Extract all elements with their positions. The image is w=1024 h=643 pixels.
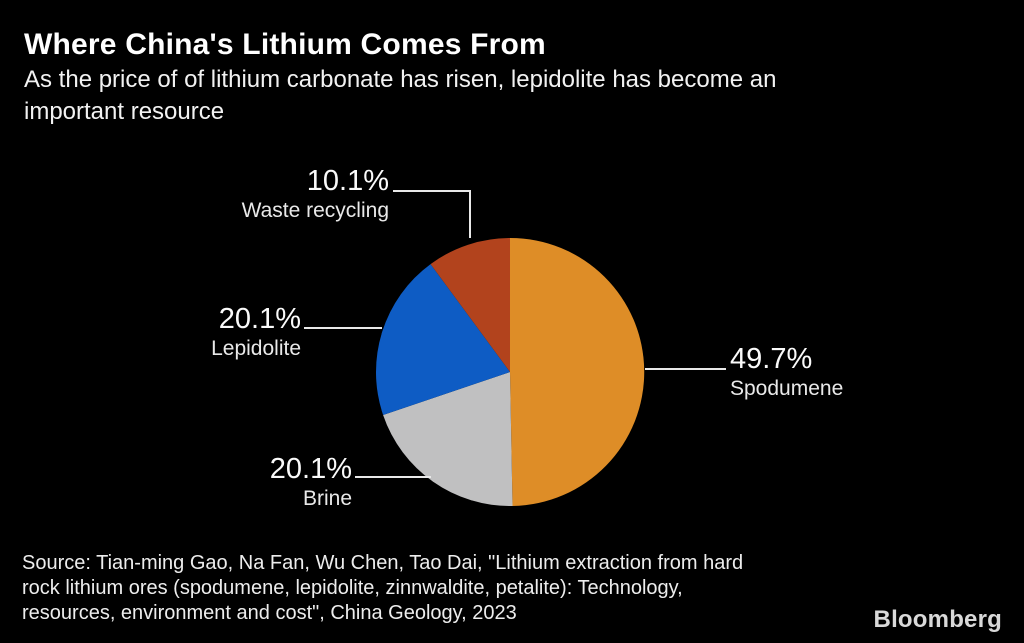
pie-slices-group xyxy=(376,237,645,507)
label-lepidolite: 20.1% Lepidolite xyxy=(211,304,301,360)
source-line-1: Source: Tian-ming Gao, Na Fan, Wu Chen, … xyxy=(22,552,744,574)
pct-value-spodumene: 49.7% xyxy=(730,343,813,375)
bloomberg-logo: Bloomberg xyxy=(873,606,1002,633)
label-waste-recycling: 10.1% Waste recycling xyxy=(242,166,389,222)
label-brine: 20.1% Brine xyxy=(270,454,352,510)
page-title: Where China's Lithium Comes From xyxy=(24,28,546,61)
label-spodumene: 49.7% Spodumene xyxy=(730,344,843,400)
subtitle-line-1: As the price of of lithium carbonate has… xyxy=(24,66,777,93)
category-name-waste-recycling: Waste recycling xyxy=(241,199,389,222)
source-line-2: rock lithium ores (spodumene, lepidolite… xyxy=(22,577,683,599)
category-name-spodumene: Spodumene xyxy=(730,377,844,400)
pie-slice-lepidolite xyxy=(376,264,510,416)
callout-line-waste-recycling xyxy=(393,190,471,238)
pie-slice-brine xyxy=(383,372,513,507)
category-name-lepidolite: Lepidolite xyxy=(211,337,301,360)
pct-value-waste-recycling: 10.1% xyxy=(306,165,389,197)
category-name-brine: Brine xyxy=(302,487,352,510)
pct-value-brine: 20.1% xyxy=(269,453,352,485)
page-subtitle: As the price of of lithium carbonate has… xyxy=(24,64,776,128)
source-attribution: Source: Tian-ming Gao, Na Fan, Wu Chen, … xyxy=(22,551,743,626)
pie-slice-spodumene xyxy=(510,237,645,506)
pct-value-lepidolite: 20.1% xyxy=(218,303,301,335)
pie-slice-waste-recycling xyxy=(430,238,510,372)
source-line-3: resources, environment and cost", China … xyxy=(22,602,517,624)
subtitle-line-2: important resource xyxy=(24,98,225,125)
